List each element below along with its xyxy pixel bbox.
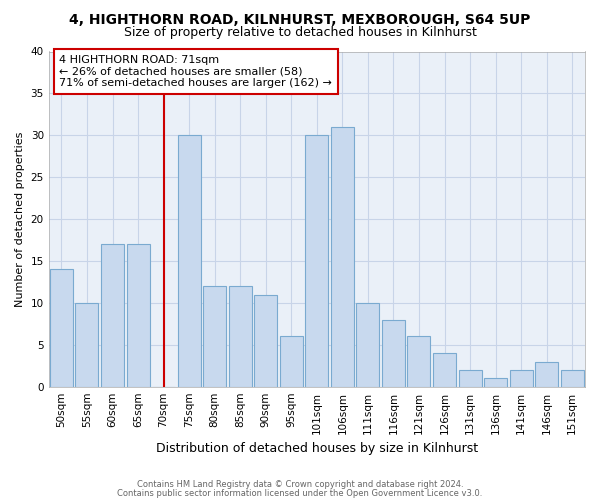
- Bar: [509, 370, 533, 386]
- Bar: [535, 362, 558, 386]
- Text: 4 HIGHTHORN ROAD: 71sqm
← 26% of detached houses are smaller (58)
71% of semi-de: 4 HIGHTHORN ROAD: 71sqm ← 26% of detache…: [59, 55, 332, 88]
- Bar: [203, 286, 226, 386]
- Bar: [280, 336, 303, 386]
- Text: Contains HM Land Registry data © Crown copyright and database right 2024.: Contains HM Land Registry data © Crown c…: [137, 480, 463, 489]
- Bar: [229, 286, 252, 386]
- Bar: [561, 370, 584, 386]
- Bar: [407, 336, 430, 386]
- Y-axis label: Number of detached properties: Number of detached properties: [15, 132, 25, 307]
- Text: 4, HIGHTHORN ROAD, KILNHURST, MEXBOROUGH, S64 5UP: 4, HIGHTHORN ROAD, KILNHURST, MEXBOROUGH…: [70, 12, 530, 26]
- Bar: [382, 320, 405, 386]
- Bar: [178, 136, 200, 386]
- Bar: [484, 378, 507, 386]
- X-axis label: Distribution of detached houses by size in Kilnhurst: Distribution of detached houses by size …: [156, 442, 478, 455]
- Bar: [50, 270, 73, 386]
- Bar: [433, 353, 456, 386]
- Bar: [76, 303, 98, 386]
- Text: Size of property relative to detached houses in Kilnhurst: Size of property relative to detached ho…: [124, 26, 476, 39]
- Bar: [331, 127, 354, 386]
- Bar: [305, 136, 328, 386]
- Bar: [101, 244, 124, 386]
- Bar: [458, 370, 482, 386]
- Bar: [356, 303, 379, 386]
- Bar: [254, 294, 277, 386]
- Bar: [127, 244, 149, 386]
- Text: Contains public sector information licensed under the Open Government Licence v3: Contains public sector information licen…: [118, 488, 482, 498]
